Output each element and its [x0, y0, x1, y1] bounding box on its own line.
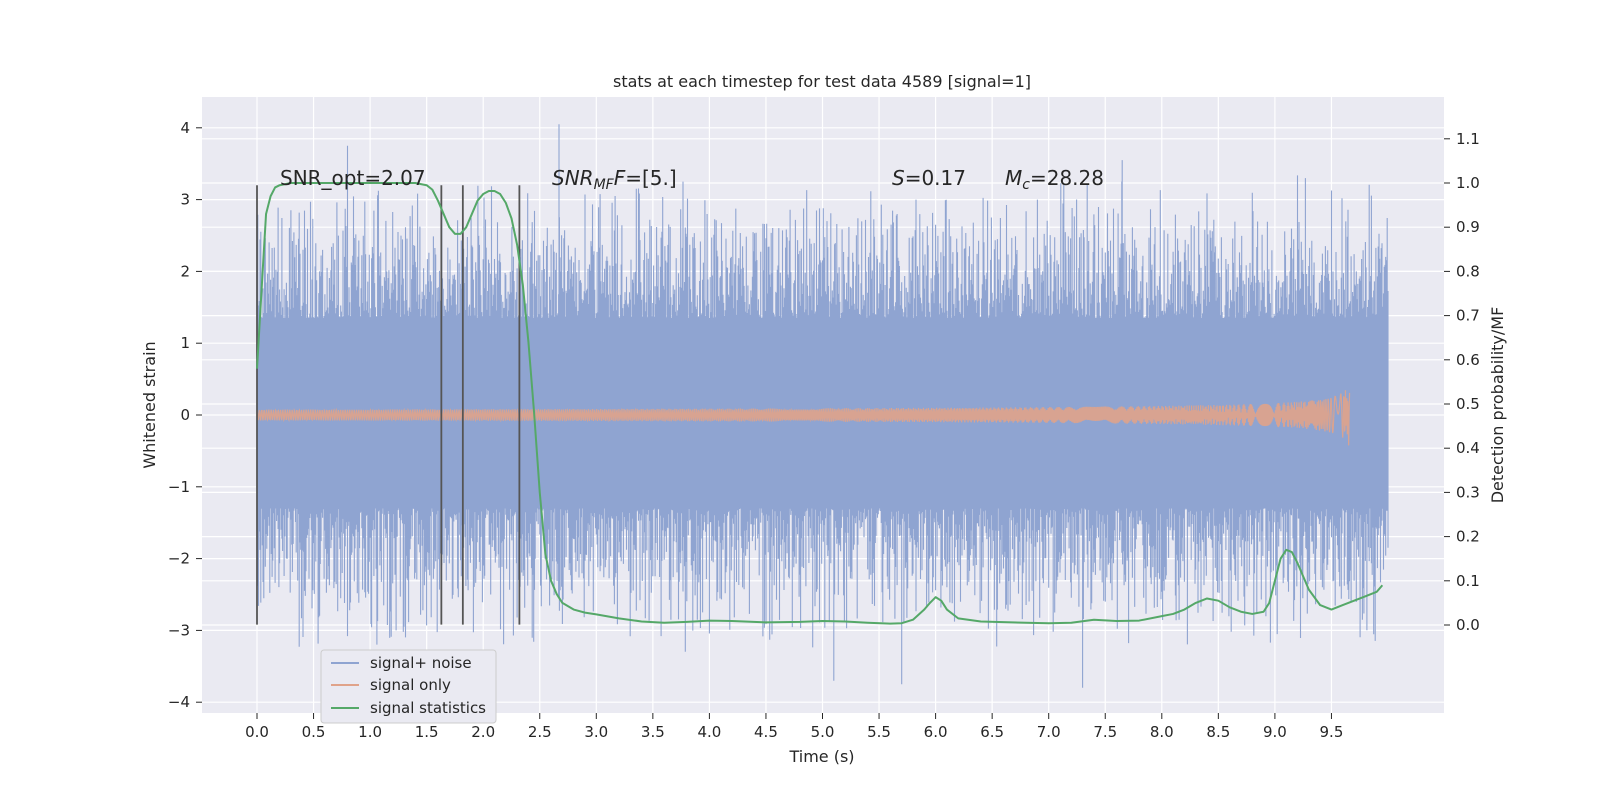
x-axis-ticks: 0.0 0.5 1.0 1.5 2.0 2.5 3.0 3.5 4.0 4.5 5.0 5.5 6.0 6… — [245, 713, 1343, 741]
x-tick-label: 9.5 — [1320, 723, 1344, 741]
x-axis-label: Time (s) — [788, 747, 854, 766]
legend-label-signal-only: signal only — [370, 676, 451, 694]
snr-mf-f: F — [614, 166, 626, 190]
x-tick-label: 6.5 — [980, 723, 1004, 741]
legend: signal+ noise signal only signal statist… — [320, 649, 497, 724]
y-right-axis-label: Detection probability/MF — [1488, 307, 1507, 504]
y-tick-label: 3 — [180, 191, 190, 209]
series-signal-statistics — [256, 182, 1384, 625]
y-tick-label: 2 — [180, 262, 190, 280]
y-right-tick-label: 0.6 — [1456, 351, 1480, 369]
legend-box — [320, 649, 497, 724]
y-right-axis-ticks: 1.1 1.0 0.9 0.8 0.7 0.6 0.5 0.4 0.3 0.2 0.1 0.0 — [1444, 130, 1480, 634]
y-right-tick-label: 0.4 — [1456, 439, 1480, 457]
y-right-tick-label: 0.1 — [1456, 572, 1480, 590]
y-right-tick-label: 1.0 — [1456, 174, 1480, 192]
s-label: S — [892, 166, 905, 190]
annotation-snr-mf: SNRMFF=[5.] — [552, 166, 677, 193]
x-tick-label: 3.5 — [641, 723, 665, 741]
x-tick-label: 4.5 — [754, 723, 778, 741]
y-tick-label: −1 — [168, 478, 190, 496]
y-right-tick-label: 0.5 — [1456, 395, 1480, 413]
snr-mf-rest: =[5.] — [625, 166, 676, 190]
series-signal-only — [256, 390, 1351, 446]
statistics-line — [256, 182, 1384, 625]
annotation-s: S=0.17 — [892, 166, 966, 190]
x-tick-label: 1.5 — [415, 723, 439, 741]
annotation-snr-opt: SNR_opt=2.07 — [280, 166, 426, 190]
y-tick-label: −2 — [168, 550, 190, 568]
x-tick-label: 8.5 — [1206, 723, 1230, 741]
x-tick-label: 0.5 — [302, 723, 326, 741]
y-right-tick-label: 0.8 — [1456, 262, 1480, 280]
x-tick-label: 5.5 — [867, 723, 891, 741]
y-axis-label: Whitened strain — [140, 341, 159, 468]
snr-mf-base: SNR — [552, 166, 594, 190]
y-right-tick-label: 0.9 — [1456, 218, 1480, 236]
y-tick-label: 4 — [180, 119, 190, 137]
y-tick-label: −4 — [168, 693, 190, 711]
x-tick-label: 5.0 — [811, 723, 835, 741]
mc-sub: c — [1022, 177, 1030, 193]
mc-base: M — [1005, 166, 1022, 190]
y-right-tick-label: 0.2 — [1456, 528, 1480, 546]
y-right-tick-label: 0.3 — [1456, 483, 1480, 501]
x-tick-label: 2.5 — [528, 723, 552, 741]
x-tick-label: 3.0 — [584, 723, 608, 741]
y-tick-label: 0 — [180, 406, 190, 424]
x-tick-label: 2.0 — [471, 723, 495, 741]
y-tick-label: 1 — [180, 334, 190, 352]
snr-mf-sub: MF — [594, 177, 615, 193]
x-tick-label: 4.0 — [697, 723, 721, 741]
y-tick-label: −3 — [168, 621, 190, 639]
legend-label-signal-statistics: signal statistics — [370, 699, 486, 717]
x-tick-label: 7.5 — [1093, 723, 1117, 741]
y-axis-ticks: 4 3 2 1 0 −1 −2 −3 −4 — [168, 119, 202, 711]
x-tick-label: 7.0 — [1037, 723, 1061, 741]
chart-title: stats at each timestep for test data 458… — [613, 72, 1031, 91]
x-tick-label: 1.0 — [358, 723, 382, 741]
x-tick-label: 0.0 — [245, 723, 269, 741]
y-right-tick-label: 0.7 — [1456, 307, 1480, 325]
y-right-tick-label: 1.1 — [1456, 130, 1480, 148]
x-tick-label: 8.0 — [1150, 723, 1174, 741]
chirp-line — [256, 390, 1351, 446]
annotation-mc: Mc=28.28 — [1005, 166, 1104, 193]
x-tick-label: 6.0 — [924, 723, 948, 741]
legend-label-signal-noise: signal+ noise — [370, 654, 472, 672]
x-tick-label: 9.0 — [1263, 723, 1287, 741]
mc-value: =28.28 — [1030, 166, 1104, 190]
s-value: =0.17 — [905, 166, 966, 190]
y-right-tick-label: 0.0 — [1456, 616, 1480, 634]
